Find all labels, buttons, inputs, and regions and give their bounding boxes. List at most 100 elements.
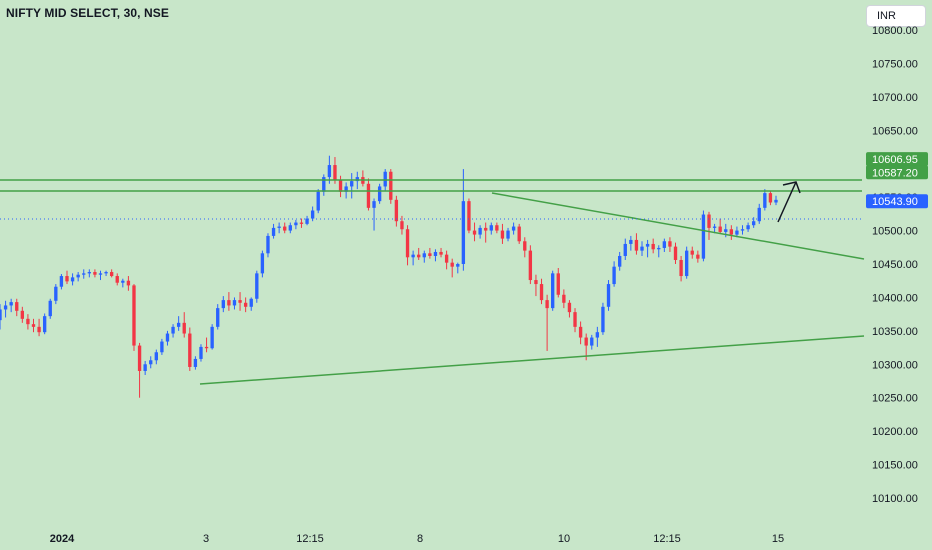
candle[interactable] [746, 222, 750, 232]
candle[interactable] [422, 250, 426, 263]
candle[interactable] [104, 270, 108, 277]
candle[interactable] [774, 195, 778, 206]
candle[interactable] [255, 270, 259, 303]
candle[interactable] [59, 274, 64, 290]
candle[interactable] [20, 306, 25, 323]
candle[interactable] [243, 297, 248, 313]
candle[interactable] [126, 276, 131, 291]
candle[interactable] [283, 222, 287, 234]
candle[interactable] [562, 289, 566, 309]
candle[interactable] [31, 318, 36, 333]
candle[interactable] [288, 222, 292, 234]
candle[interactable] [76, 272, 80, 282]
candle[interactable] [495, 222, 499, 234]
candle[interactable] [645, 239, 650, 258]
candle[interactable] [718, 218, 722, 234]
candle[interactable] [668, 237, 672, 252]
candle[interactable] [316, 189, 320, 214]
candle[interactable] [294, 219, 298, 230]
candle[interactable] [199, 344, 203, 362]
candle[interactable] [37, 318, 41, 337]
candle[interactable] [517, 223, 521, 244]
candle[interactable] [260, 250, 265, 278]
candle[interactable] [657, 245, 661, 258]
candle[interactable] [0, 304, 2, 330]
candle[interactable] [417, 247, 421, 260]
candle[interactable] [165, 330, 170, 346]
candle[interactable] [87, 269, 91, 278]
candle[interactable] [595, 326, 600, 347]
candle[interactable] [221, 296, 225, 313]
candle[interactable] [137, 342, 142, 398]
candle[interactable] [271, 223, 276, 239]
candle[interactable] [506, 227, 510, 242]
candle[interactable] [121, 278, 125, 288]
candle[interactable] [210, 324, 214, 350]
candle[interactable] [389, 169, 393, 204]
candle[interactable] [690, 246, 694, 259]
candle[interactable] [735, 226, 739, 238]
candle[interactable] [484, 222, 488, 243]
candle[interactable] [679, 255, 683, 282]
candle[interactable] [450, 258, 454, 278]
lower-trendline[interactable] [199, 335, 865, 385]
candle[interactable] [238, 292, 242, 311]
candle[interactable] [740, 225, 745, 235]
candle[interactable] [176, 316, 181, 331]
candle[interactable] [707, 211, 711, 240]
candle[interactable] [171, 324, 175, 338]
candle[interactable] [65, 270, 69, 285]
candle[interactable] [366, 178, 371, 211]
candle[interactable] [149, 356, 153, 369]
candle[interactable] [249, 297, 253, 311]
candle[interactable] [439, 247, 443, 258]
candle[interactable] [182, 312, 186, 338]
candle[interactable] [601, 302, 605, 335]
candle[interactable] [372, 198, 376, 231]
candle[interactable] [612, 261, 616, 287]
candle[interactable] [696, 250, 700, 263]
candle[interactable] [662, 238, 667, 252]
candle[interactable] [327, 155, 332, 184]
candle[interactable] [15, 298, 19, 317]
candle[interactable] [266, 233, 270, 258]
candle[interactable] [411, 250, 415, 266]
candle[interactable] [673, 242, 678, 264]
candle[interactable] [751, 217, 756, 228]
candle[interactable] [305, 215, 309, 226]
candle[interactable] [54, 284, 58, 305]
candle[interactable] [712, 223, 717, 234]
candle[interactable] [551, 270, 555, 311]
candle[interactable] [489, 222, 493, 235]
candle[interactable] [322, 174, 326, 196]
candle[interactable] [467, 198, 471, 234]
candle[interactable] [534, 274, 538, 297]
candle[interactable] [115, 273, 119, 286]
candle[interactable] [143, 360, 147, 375]
candle[interactable] [93, 269, 97, 278]
candle[interactable] [528, 245, 533, 285]
arrow-annotation[interactable] [777, 181, 801, 223]
candle[interactable] [299, 218, 304, 228]
candle[interactable] [132, 284, 136, 351]
candle[interactable] [154, 349, 158, 365]
candle[interactable] [651, 238, 655, 254]
candle[interactable] [539, 278, 544, 305]
candle[interactable] [640, 241, 644, 256]
candle[interactable] [232, 297, 237, 310]
candle[interactable] [193, 356, 198, 370]
candle[interactable] [472, 222, 477, 242]
candle[interactable] [394, 195, 399, 227]
candle[interactable] [590, 334, 594, 350]
candle[interactable] [578, 321, 583, 345]
candle[interactable] [109, 269, 114, 278]
candle[interactable] [361, 170, 365, 187]
candle[interactable] [42, 313, 47, 335]
candle[interactable] [160, 338, 164, 355]
candle[interactable] [606, 280, 611, 311]
candle[interactable] [456, 262, 460, 274]
candle[interactable] [629, 235, 633, 251]
candle[interactable] [573, 308, 577, 333]
candle[interactable] [511, 222, 516, 235]
